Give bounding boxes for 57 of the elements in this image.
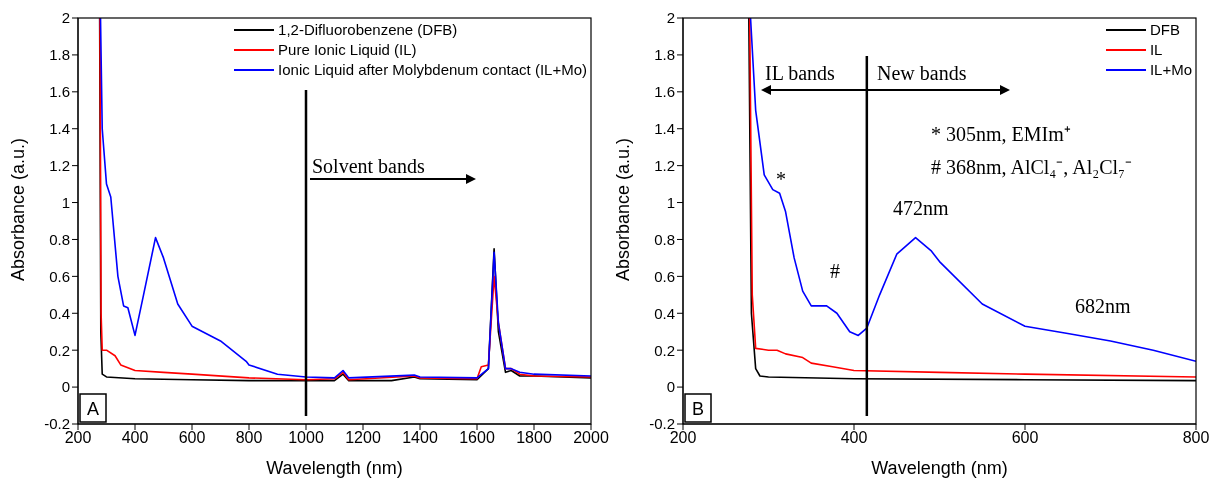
y-tick-label: 0.8 (654, 230, 675, 248)
y-tick-label: 0.6 (49, 267, 70, 285)
annotation: Solvent bands (312, 155, 425, 177)
y-tick-label: 1.6 (49, 83, 70, 101)
y-tick-label: 1.4 (49, 120, 70, 138)
annotation: 472nm (893, 197, 949, 219)
legend-label: DFB (1149, 20, 1180, 40)
x-tick-label: 1400 (402, 429, 438, 447)
y-tick-label: 0.4 (49, 304, 70, 322)
x-tick-label: 1200 (345, 429, 381, 447)
y-tick-label: 0.4 (654, 304, 675, 322)
y-tick-label: 1.6 (654, 83, 675, 101)
annotation: B (691, 399, 705, 419)
legend-label: IL+Mo (1149, 60, 1192, 80)
x-tick-label: 200 (669, 429, 697, 447)
x-tick-label: 1600 (459, 429, 495, 447)
y-tick-label: 1 (666, 193, 675, 211)
annotation: 682nm (1075, 295, 1131, 317)
legend-label: 1,2-Difluorobenzene (DFB) (278, 20, 458, 40)
x-tick-label: 800 (1182, 429, 1210, 447)
y-tick-label: 2 (61, 9, 70, 27)
y-tick-label: 0 (61, 378, 70, 396)
y-axis-title: Absorbance (a.u.) (8, 137, 29, 281)
y-tick-label: 1.2 (654, 156, 675, 174)
x-tick-label: 200 (64, 429, 92, 447)
annotation: IL bands (765, 62, 836, 84)
y-tick-label: 0.8 (49, 230, 70, 248)
y-tick-label: 1 (61, 193, 70, 211)
annotation: * 305nm, EMIm⁺ (931, 123, 1071, 145)
annotation: New bands (877, 62, 967, 84)
annotation: # (830, 260, 840, 282)
y-tick-label: 1.8 (654, 46, 675, 64)
x-tick-label: 2000 (573, 429, 609, 447)
y-tick-label: 1.4 (654, 120, 675, 138)
legend-label: Pure Ionic Liquid (IL) (278, 40, 417, 60)
y-tick-label: 1.8 (49, 46, 70, 64)
x-axis-title: Wavelength (nm) (871, 458, 1008, 478)
y-tick-label: 0.6 (654, 267, 675, 285)
x-tick-label: 400 (121, 429, 149, 447)
annotation: * (776, 168, 786, 190)
x-tick-label: 1800 (516, 429, 552, 447)
y-tick-label: 2 (666, 9, 675, 27)
y-tick-label: 0 (666, 378, 675, 396)
y-tick-label: 0.2 (654, 341, 675, 359)
y-axis-title: Absorbance (a.u.) (613, 137, 634, 281)
y-tick-label: 1.2 (49, 156, 70, 174)
legend-label: IL (1149, 40, 1163, 60)
x-tick-label: 600 (178, 429, 206, 447)
x-tick-label: 800 (235, 429, 263, 447)
y-tick-label: 0.2 (49, 341, 70, 359)
annotation: # 368nm, AlCl₄⁻, Al₂Cl₇⁻ (931, 156, 1133, 178)
x-tick-label: 400 (840, 429, 868, 447)
x-tick-label: 600 (1011, 429, 1039, 447)
legend-label: Ionic Liquid after Molybdenum contact (IL+Mo) (278, 60, 587, 80)
x-axis-title: Wavelength (nm) (266, 458, 403, 478)
x-tick-label: 1000 (288, 429, 324, 447)
annotation: A (86, 399, 100, 419)
